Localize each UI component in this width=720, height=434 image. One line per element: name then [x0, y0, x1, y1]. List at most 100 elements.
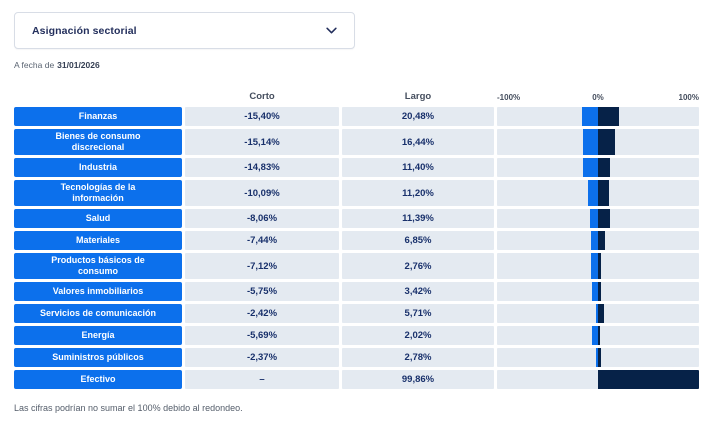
long-bar: [598, 180, 610, 206]
bar-track: [497, 129, 699, 155]
table-row: Tecnologías de la información -10,09% 11,2…: [14, 180, 699, 206]
long-value-cell: 20,48%: [342, 107, 494, 126]
table-row: Productos básicos de consumo -7,12% 2,76%: [14, 253, 699, 279]
dropdown-label: Asignación sectorial: [32, 24, 137, 37]
bar-track: [497, 180, 699, 206]
sector-label: Materiales: [14, 231, 182, 250]
axis-tick-zero: 0%: [592, 93, 604, 102]
long-bar: [598, 304, 604, 323]
long-value-cell: 6,85%: [342, 231, 494, 250]
long-value-cell: 11,20%: [342, 180, 494, 206]
long-bar: [598, 348, 601, 367]
chart-axis: -100% 0% 100%: [497, 91, 699, 102]
short-bar: [583, 158, 598, 177]
short-value-cell: –: [185, 370, 339, 389]
sector-label: Tecnologías de la información: [14, 180, 182, 206]
long-value-cell: 2,02%: [342, 326, 494, 345]
table-row: Industria -14,83% 11,40%: [14, 158, 699, 177]
bar-track: [497, 304, 699, 323]
column-header-long: Largo: [404, 91, 432, 102]
long-value-cell: 5,71%: [342, 304, 494, 323]
short-value-cell: -2,42%: [185, 304, 339, 323]
bar-track: [497, 282, 699, 301]
table-row: Energía -5,69% 2,02%: [14, 326, 699, 345]
short-bar: [589, 209, 598, 228]
axis-tick-max: 100%: [678, 93, 699, 102]
table-row: Valores inmobiliarios -5,75% 3,42%: [14, 282, 699, 301]
allocation-table: Corto Largo -100% 0% 100% Finanzas -15,40…: [14, 88, 699, 389]
long-bar: [598, 282, 602, 301]
sector-label: Efectivo: [14, 370, 182, 389]
short-value-cell: -7,12%: [185, 253, 339, 279]
short-bar: [582, 107, 598, 126]
bar-track: [497, 370, 699, 389]
table-header: Corto Largo -100% 0% 100%: [14, 88, 699, 102]
short-value-cell: -5,75%: [185, 282, 339, 301]
table-row: Finanzas -15,40% 20,48%: [14, 107, 699, 126]
long-value-cell: 2,78%: [342, 348, 494, 367]
bar-track: [497, 348, 699, 367]
long-bar: [598, 370, 699, 389]
sector-label: Salud: [14, 209, 182, 228]
sector-label: Servicios de comunicación: [14, 304, 182, 323]
sector-label: Suministros públicos: [14, 348, 182, 367]
long-bar: [598, 326, 601, 345]
long-bar: [598, 107, 619, 126]
long-bar: [598, 129, 615, 155]
short-value-cell: -15,14%: [185, 129, 339, 155]
bar-track: [497, 158, 699, 177]
bar-track: [497, 107, 699, 126]
table-body: Finanzas -15,40% 20,48% Bienes de consumo d…: [14, 107, 699, 389]
short-bar: [592, 282, 598, 301]
bar-track: [497, 326, 699, 345]
as-of-date-value: 31/01/2026: [57, 60, 100, 70]
long-value-cell: 16,44%: [342, 129, 494, 155]
sector-label: Finanzas: [14, 107, 182, 126]
table-row: Efectivo –99,86%: [14, 370, 699, 389]
short-value-cell: -10,09%: [185, 180, 339, 206]
long-value-cell: 2,76%: [342, 253, 494, 279]
long-bar: [598, 209, 610, 228]
table-row: Suministros públicos -2,37% 2,78%: [14, 348, 699, 367]
section-selector-dropdown[interactable]: Asignación sectorial: [14, 12, 355, 49]
short-value-cell: -8,06%: [185, 209, 339, 228]
short-value-cell: -7,44%: [185, 231, 339, 250]
short-bar: [595, 348, 598, 367]
long-value-cell: 99,86%: [342, 370, 494, 389]
axis-tick-min: -100%: [497, 93, 521, 102]
short-value-cell: -5,69%: [185, 326, 339, 345]
column-header-short: Corto: [249, 91, 275, 102]
table-row: Servicios de comunicación -2,42% 5,71%: [14, 304, 699, 323]
short-bar: [595, 304, 598, 323]
short-bar: [590, 253, 598, 279]
sector-label: Energía: [14, 326, 182, 345]
short-value-cell: -15,40%: [185, 107, 339, 126]
short-bar: [587, 180, 598, 206]
short-value-cell: -14,83%: [185, 158, 339, 177]
table-row: Materiales -7,44% 6,85%: [14, 231, 699, 250]
short-value-cell: -2,37%: [185, 348, 339, 367]
sector-label: Industria: [14, 158, 182, 177]
long-value-cell: 11,40%: [342, 158, 494, 177]
bar-track: [497, 231, 699, 250]
chevron-down-icon: [326, 27, 337, 34]
short-bar: [592, 326, 598, 345]
table-row: Bienes de consumo discrecional -15,14% 16,…: [14, 129, 699, 155]
as-of-date-prefix: A fecha de: [14, 60, 55, 70]
bar-track: [497, 253, 699, 279]
sector-allocation-panel: Asignación sectorial A fecha de 31/01/202…: [14, 12, 699, 413]
as-of-date: A fecha de 31/01/2026: [14, 60, 699, 70]
sector-label: Valores inmobiliarios: [14, 282, 182, 301]
sector-label: Bienes de consumo discrecional: [14, 129, 182, 155]
sector-label: Productos básicos de consumo: [14, 253, 182, 279]
footnote: Las cifras podrían no sumar el 100% debi…: [14, 403, 243, 413]
bar-track: [497, 209, 699, 228]
short-bar: [582, 129, 598, 155]
long-bar: [598, 158, 610, 177]
long-bar: [598, 231, 605, 250]
short-bar: [590, 231, 598, 250]
table-row: Salud -8,06% 11,39%: [14, 209, 699, 228]
long-value-cell: 3,42%: [342, 282, 494, 301]
long-bar: [598, 253, 601, 279]
long-value-cell: 11,39%: [342, 209, 494, 228]
